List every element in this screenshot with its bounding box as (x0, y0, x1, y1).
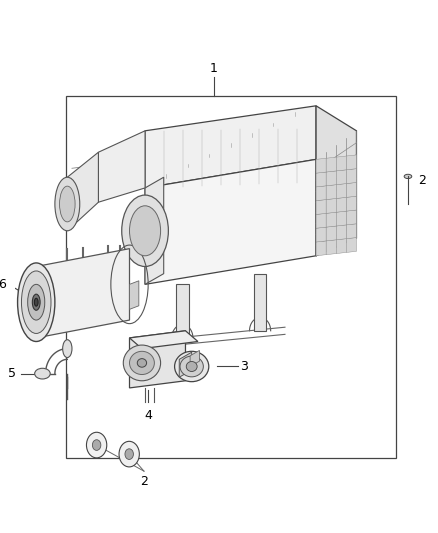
Polygon shape (145, 106, 316, 188)
Ellipse shape (180, 356, 203, 377)
Circle shape (119, 441, 139, 467)
Circle shape (125, 449, 134, 459)
Ellipse shape (137, 359, 147, 367)
Ellipse shape (122, 195, 168, 266)
Ellipse shape (130, 206, 161, 256)
Polygon shape (346, 182, 357, 197)
Polygon shape (130, 331, 185, 388)
Polygon shape (326, 157, 336, 172)
Polygon shape (336, 156, 346, 171)
Polygon shape (179, 352, 192, 377)
Polygon shape (336, 211, 346, 226)
Bar (66, 96, 396, 458)
Ellipse shape (35, 368, 50, 379)
Polygon shape (176, 285, 189, 338)
Ellipse shape (32, 294, 40, 310)
Ellipse shape (34, 298, 38, 306)
Ellipse shape (55, 177, 80, 231)
Polygon shape (254, 273, 266, 331)
Polygon shape (316, 186, 326, 201)
Circle shape (86, 432, 107, 458)
Polygon shape (346, 168, 357, 183)
Ellipse shape (21, 271, 51, 334)
Text: 2: 2 (140, 475, 148, 488)
Text: 5: 5 (8, 367, 17, 380)
Polygon shape (316, 199, 326, 214)
Ellipse shape (404, 174, 412, 179)
Polygon shape (346, 196, 357, 211)
Polygon shape (336, 225, 346, 240)
Polygon shape (145, 159, 316, 285)
Polygon shape (316, 227, 326, 242)
Ellipse shape (60, 186, 75, 222)
Text: 1: 1 (210, 62, 218, 75)
Polygon shape (346, 210, 357, 225)
Ellipse shape (63, 340, 72, 358)
Polygon shape (326, 240, 336, 255)
Text: 4: 4 (144, 409, 152, 422)
Polygon shape (336, 239, 346, 254)
Polygon shape (326, 212, 336, 227)
Polygon shape (336, 183, 346, 198)
Polygon shape (190, 350, 199, 367)
Polygon shape (346, 224, 357, 239)
Ellipse shape (18, 263, 55, 342)
Polygon shape (130, 281, 139, 309)
Polygon shape (336, 197, 346, 212)
Polygon shape (316, 158, 326, 173)
Polygon shape (336, 170, 346, 184)
Ellipse shape (175, 351, 209, 382)
Circle shape (92, 440, 101, 450)
Polygon shape (316, 213, 326, 228)
Polygon shape (326, 171, 336, 186)
Text: 3: 3 (240, 360, 248, 373)
Text: 2: 2 (419, 174, 427, 187)
Polygon shape (346, 155, 357, 170)
Ellipse shape (28, 285, 45, 320)
Ellipse shape (130, 351, 154, 375)
Ellipse shape (123, 345, 161, 381)
Polygon shape (99, 131, 145, 202)
Polygon shape (326, 184, 336, 199)
Polygon shape (130, 331, 198, 349)
Text: 6: 6 (0, 278, 6, 291)
Polygon shape (326, 198, 336, 213)
Ellipse shape (186, 361, 197, 372)
Polygon shape (326, 226, 336, 241)
Polygon shape (316, 241, 326, 256)
Polygon shape (36, 248, 130, 338)
Polygon shape (316, 172, 326, 187)
Polygon shape (316, 106, 357, 256)
Polygon shape (67, 152, 99, 231)
Polygon shape (346, 238, 357, 253)
Polygon shape (145, 177, 164, 285)
